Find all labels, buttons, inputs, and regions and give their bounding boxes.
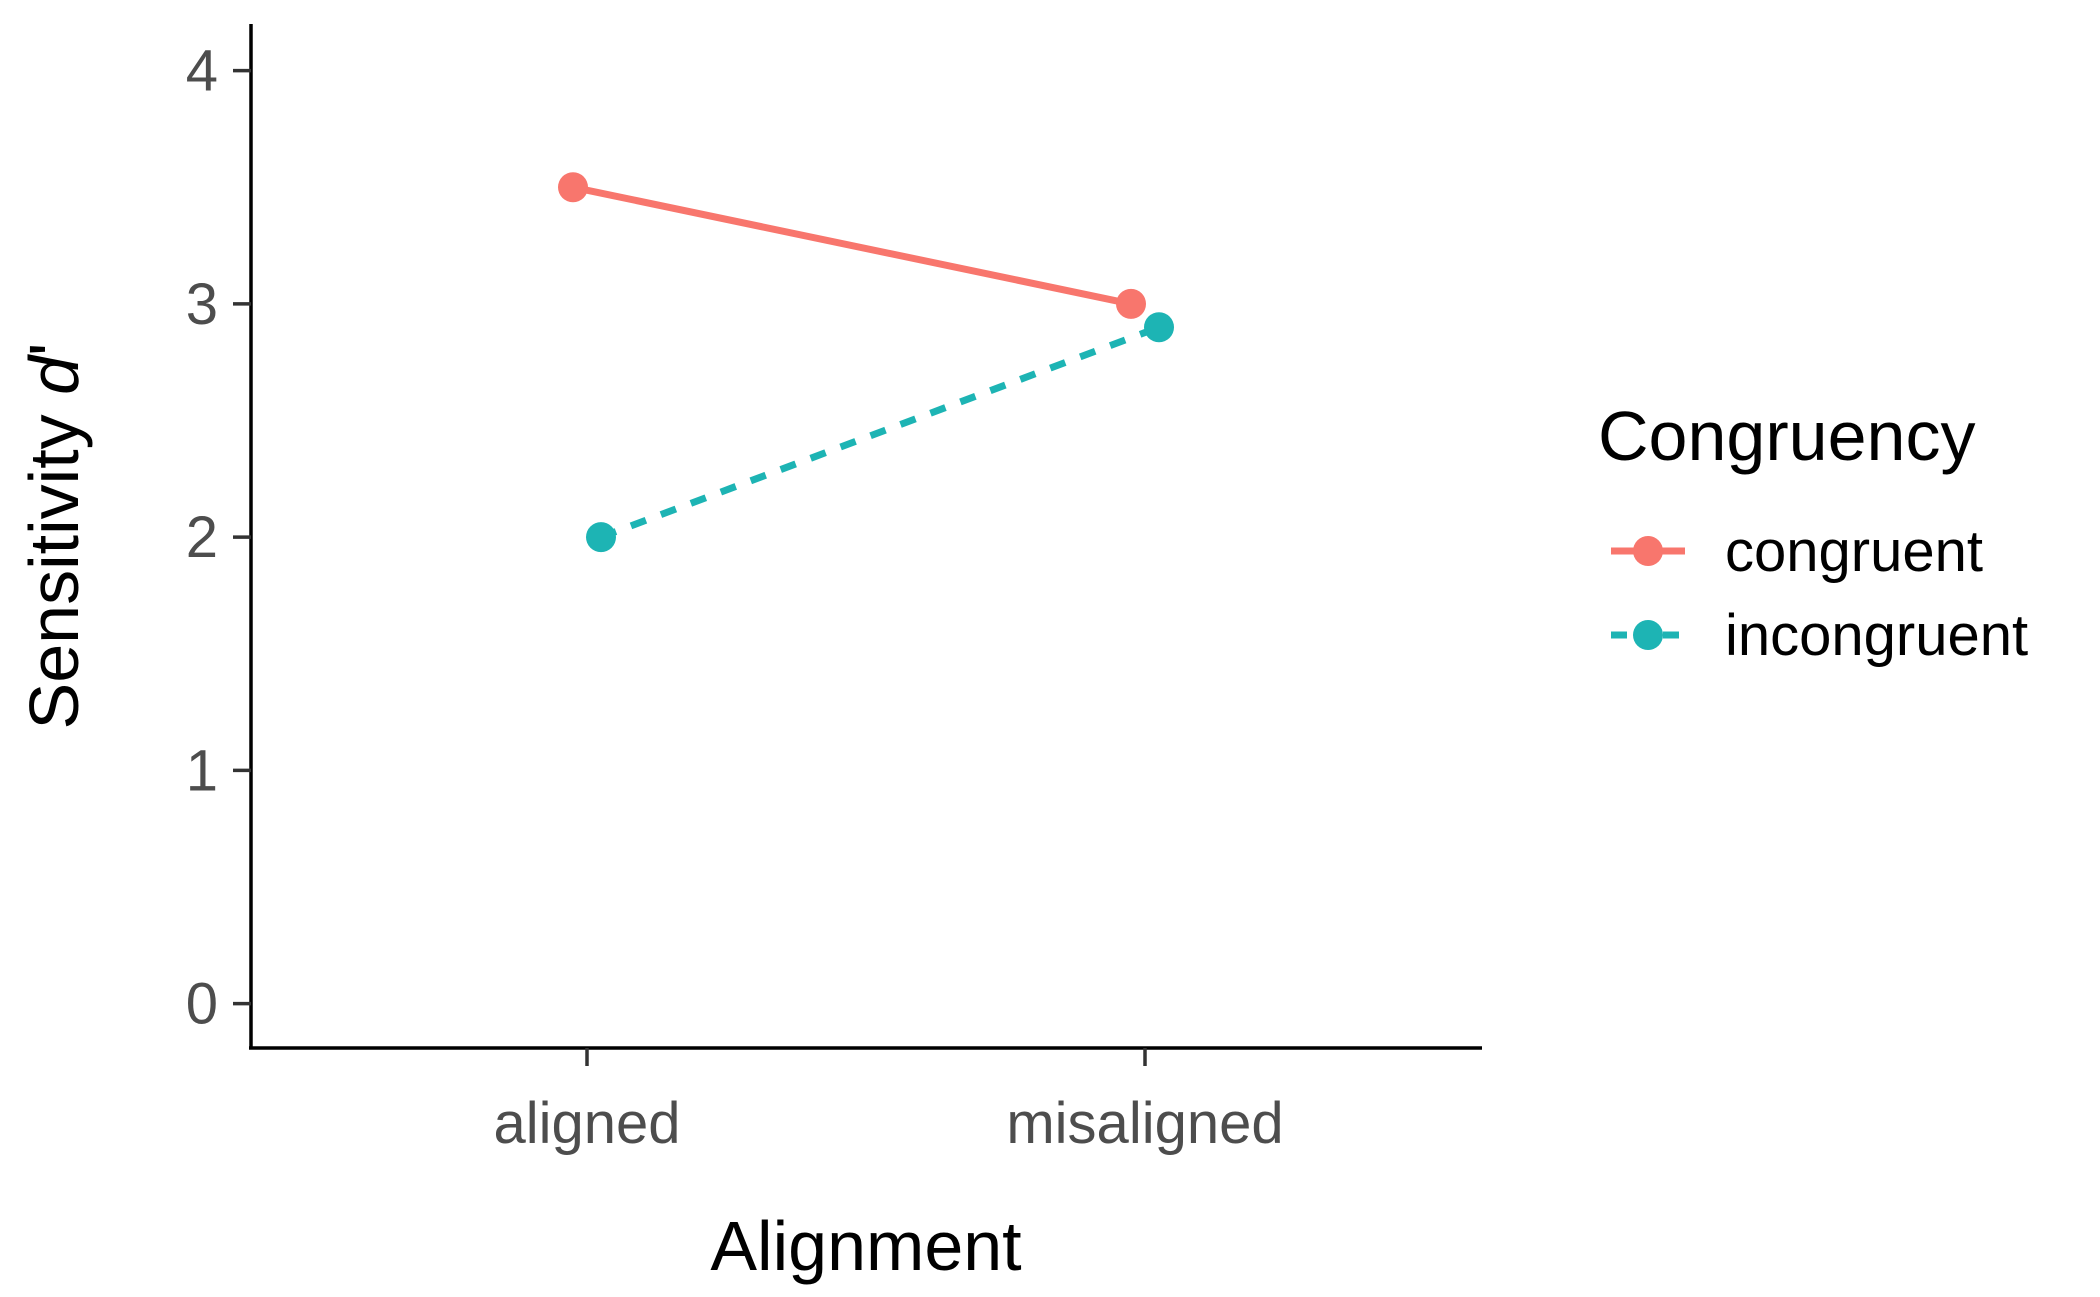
data-point	[1144, 312, 1174, 343]
x-tick-label: aligned	[493, 1091, 680, 1156]
x-axis-title: Alignment	[710, 1207, 1021, 1285]
data-point	[586, 522, 616, 553]
legend-key-point	[1633, 536, 1663, 566]
y-axis-title-symbol: d	[15, 354, 93, 395]
y-axis-title-prime: '	[15, 343, 93, 356]
y-tick-label: 4	[186, 39, 218, 104]
y-tick-label: 1	[186, 738, 218, 803]
plot-area: 0 1 2 3 4 aligned misaligned	[186, 24, 1482, 1156]
series-line	[572, 183, 1132, 308]
legend-item-incongruent: incongruent	[1611, 603, 2028, 668]
data-point	[558, 172, 588, 203]
y-ticks: 0 1 2 3 4	[186, 39, 251, 1037]
y-axis-title-text: Sensitivity	[15, 395, 93, 730]
legend-item-congruent: congruent	[1611, 519, 1983, 584]
legend: Congruency congruent incongruent	[1598, 397, 2028, 668]
legend-items: congruent incongruent	[1611, 519, 2028, 668]
legend-label: incongruent	[1725, 603, 2028, 668]
series-incongruent	[586, 312, 1174, 553]
x-ticks: aligned misaligned	[493, 1048, 1284, 1156]
y-axis-title: Sensitivity d'	[15, 343, 93, 730]
x-tick-label: misaligned	[1006, 1091, 1283, 1156]
y-tick-label: 3	[186, 272, 218, 337]
legend-key-point	[1633, 620, 1663, 650]
y-tick-label: 0	[186, 972, 218, 1037]
legend-label: congruent	[1725, 519, 1983, 584]
legend-title: Congruency	[1598, 397, 1975, 475]
series-layer	[558, 172, 1174, 553]
y-tick-label: 2	[186, 505, 218, 570]
series-congruent	[558, 172, 1146, 319]
data-point	[1116, 288, 1146, 319]
series-line	[599, 323, 1161, 541]
